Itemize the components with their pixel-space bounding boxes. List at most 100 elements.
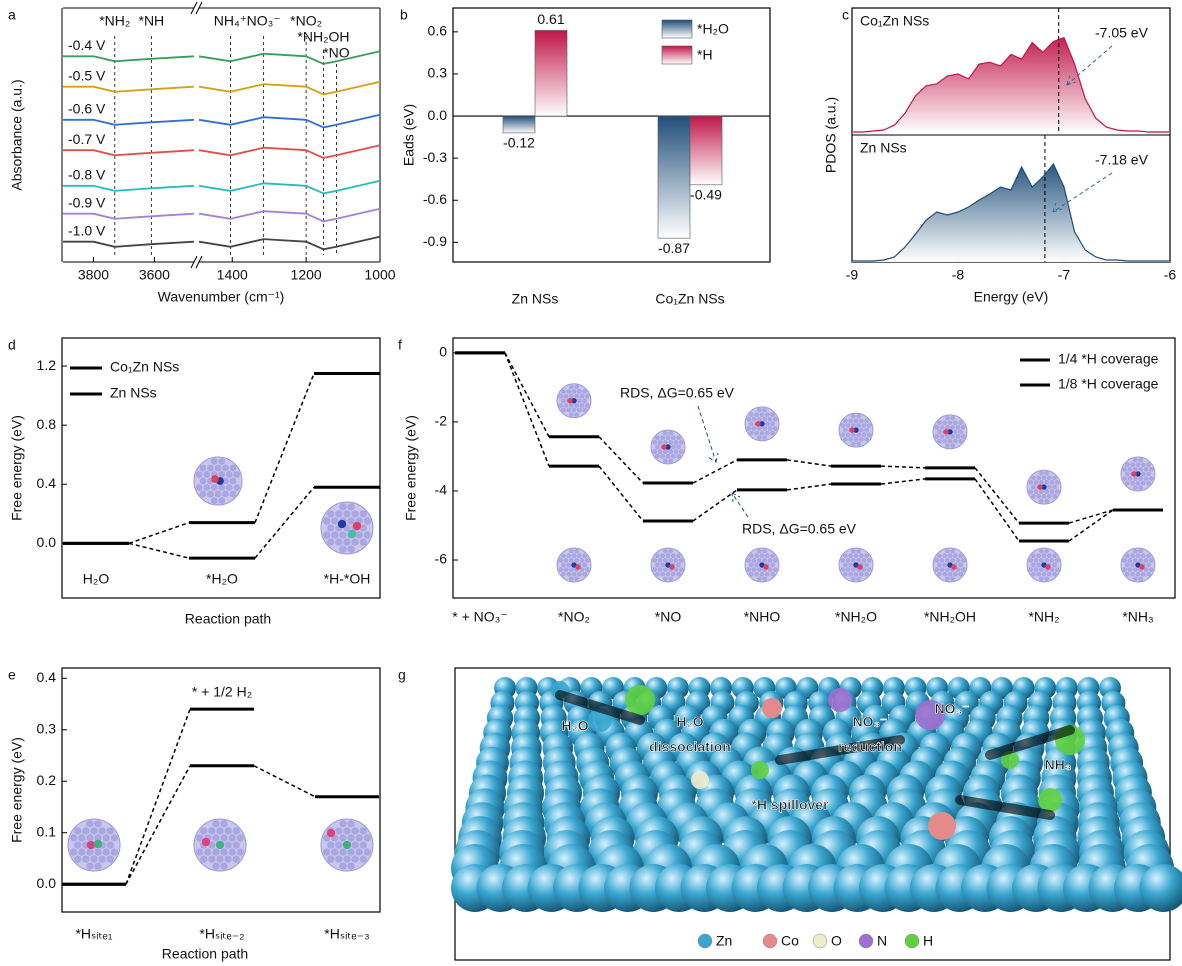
slab-atom [200, 855, 208, 863]
connector [254, 486, 315, 559]
slab-atom [1030, 475, 1036, 481]
slab-atom [1135, 480, 1141, 486]
slab-atom [1052, 562, 1058, 568]
x-tick-label: -6 [1164, 267, 1177, 283]
slab-atom [94, 862, 102, 870]
slab-atom [222, 464, 229, 472]
x-axis-label: Reaction path [185, 611, 271, 627]
slab-atom [678, 567, 684, 573]
slab-atom [331, 531, 339, 539]
slab-atom [1132, 576, 1138, 582]
slab-atom [1140, 462, 1146, 468]
slab-atom [563, 567, 569, 573]
slab-atom [1046, 484, 1052, 490]
panel-letter: a [8, 7, 16, 23]
slab-atom [840, 567, 846, 573]
slab-atom [579, 402, 585, 408]
slab-atom [861, 567, 867, 573]
slab-atom [214, 464, 222, 472]
slab-atom [654, 453, 660, 459]
slab-atom [1052, 484, 1058, 490]
slab-atom [759, 553, 765, 559]
value-label: 0.61 [537, 11, 564, 27]
y-axis-label: Free energy (eV) [9, 737, 25, 843]
slab-atom [351, 841, 359, 849]
pdos-area [852, 164, 1170, 262]
adsorbate-atom [1037, 484, 1043, 490]
slab-atom [355, 531, 363, 539]
slab-atom [558, 557, 564, 563]
annotation-label: *NH₂OH [297, 29, 349, 45]
slab-atom [952, 429, 958, 435]
slab-atom [751, 567, 757, 573]
slab-atom [842, 553, 848, 559]
adsorbate-atom [1041, 484, 1047, 490]
slab-atom [98, 855, 106, 863]
annotation-label: *NO₂ [290, 13, 322, 29]
slab-atom [759, 430, 765, 436]
slab-atom [958, 553, 964, 559]
slab-atom [950, 434, 956, 439]
slab-atom [363, 517, 371, 525]
slab-atom [958, 562, 964, 568]
connector [253, 765, 316, 798]
slab-atom [762, 416, 768, 422]
spectrum-line [63, 118, 195, 126]
slab-atom [660, 435, 666, 441]
slab-atom [939, 424, 945, 430]
slab-atom [560, 553, 566, 559]
slab-atom [958, 438, 964, 444]
slab-atom [657, 440, 663, 445]
series-label: Co₁Zn NSs [860, 13, 929, 29]
annotation-arrow [1052, 172, 1113, 213]
slab-atom [323, 531, 331, 539]
annotation-label: *NH₂ [99, 13, 130, 29]
slab-atom [944, 434, 950, 439]
slab-atom [936, 429, 942, 435]
bar [657, 115, 691, 239]
x-tick-label: -8 [952, 267, 965, 283]
legend-label: *H [697, 47, 713, 63]
category-label: *NH₂ [1028, 609, 1059, 625]
slab-atom [74, 841, 82, 849]
spectrum-line [63, 240, 195, 248]
slab-atom [584, 557, 590, 563]
slab-atom [950, 424, 956, 430]
legend-label: O [831, 933, 842, 949]
legend-label: Zn [716, 933, 732, 949]
slab-atom [1140, 471, 1146, 477]
slab-atom [751, 426, 757, 431]
slab-atom [579, 393, 585, 399]
slab-atom [850, 548, 856, 554]
slab-atom [772, 426, 778, 431]
slab-atom [1030, 553, 1036, 559]
slab-atom [1038, 548, 1044, 554]
slab-atom [856, 413, 862, 419]
slab-atom [936, 562, 942, 568]
slab-atom [568, 393, 574, 399]
slab-atom [1036, 571, 1042, 577]
slab-atom [582, 571, 588, 577]
slab-atom [1044, 557, 1050, 563]
category-label: *NH₂OH [924, 609, 976, 625]
slab-atom [82, 827, 90, 835]
slab-atom [936, 571, 942, 577]
slab-atom [212, 820, 220, 828]
x-axis-label: Reaction path [162, 946, 248, 962]
slab-atom [233, 471, 241, 478]
slab-atom [960, 567, 966, 573]
connector [692, 489, 738, 522]
slab-atom [934, 424, 940, 430]
slab-atom [1146, 571, 1152, 577]
slab-atom [343, 827, 351, 835]
slab-atom [1135, 462, 1141, 468]
slab-atom [657, 449, 663, 455]
slab-atom [1033, 480, 1039, 485]
spectrum-line [198, 50, 381, 65]
y-tick-label: 0.0 [37, 534, 57, 550]
y-tick-label: 0.3 [37, 720, 57, 736]
slab-atom [576, 553, 582, 559]
y-tick-label: 0.4 [37, 669, 57, 685]
y-tick-label: -6 [435, 551, 448, 567]
slab-atom [853, 571, 859, 577]
